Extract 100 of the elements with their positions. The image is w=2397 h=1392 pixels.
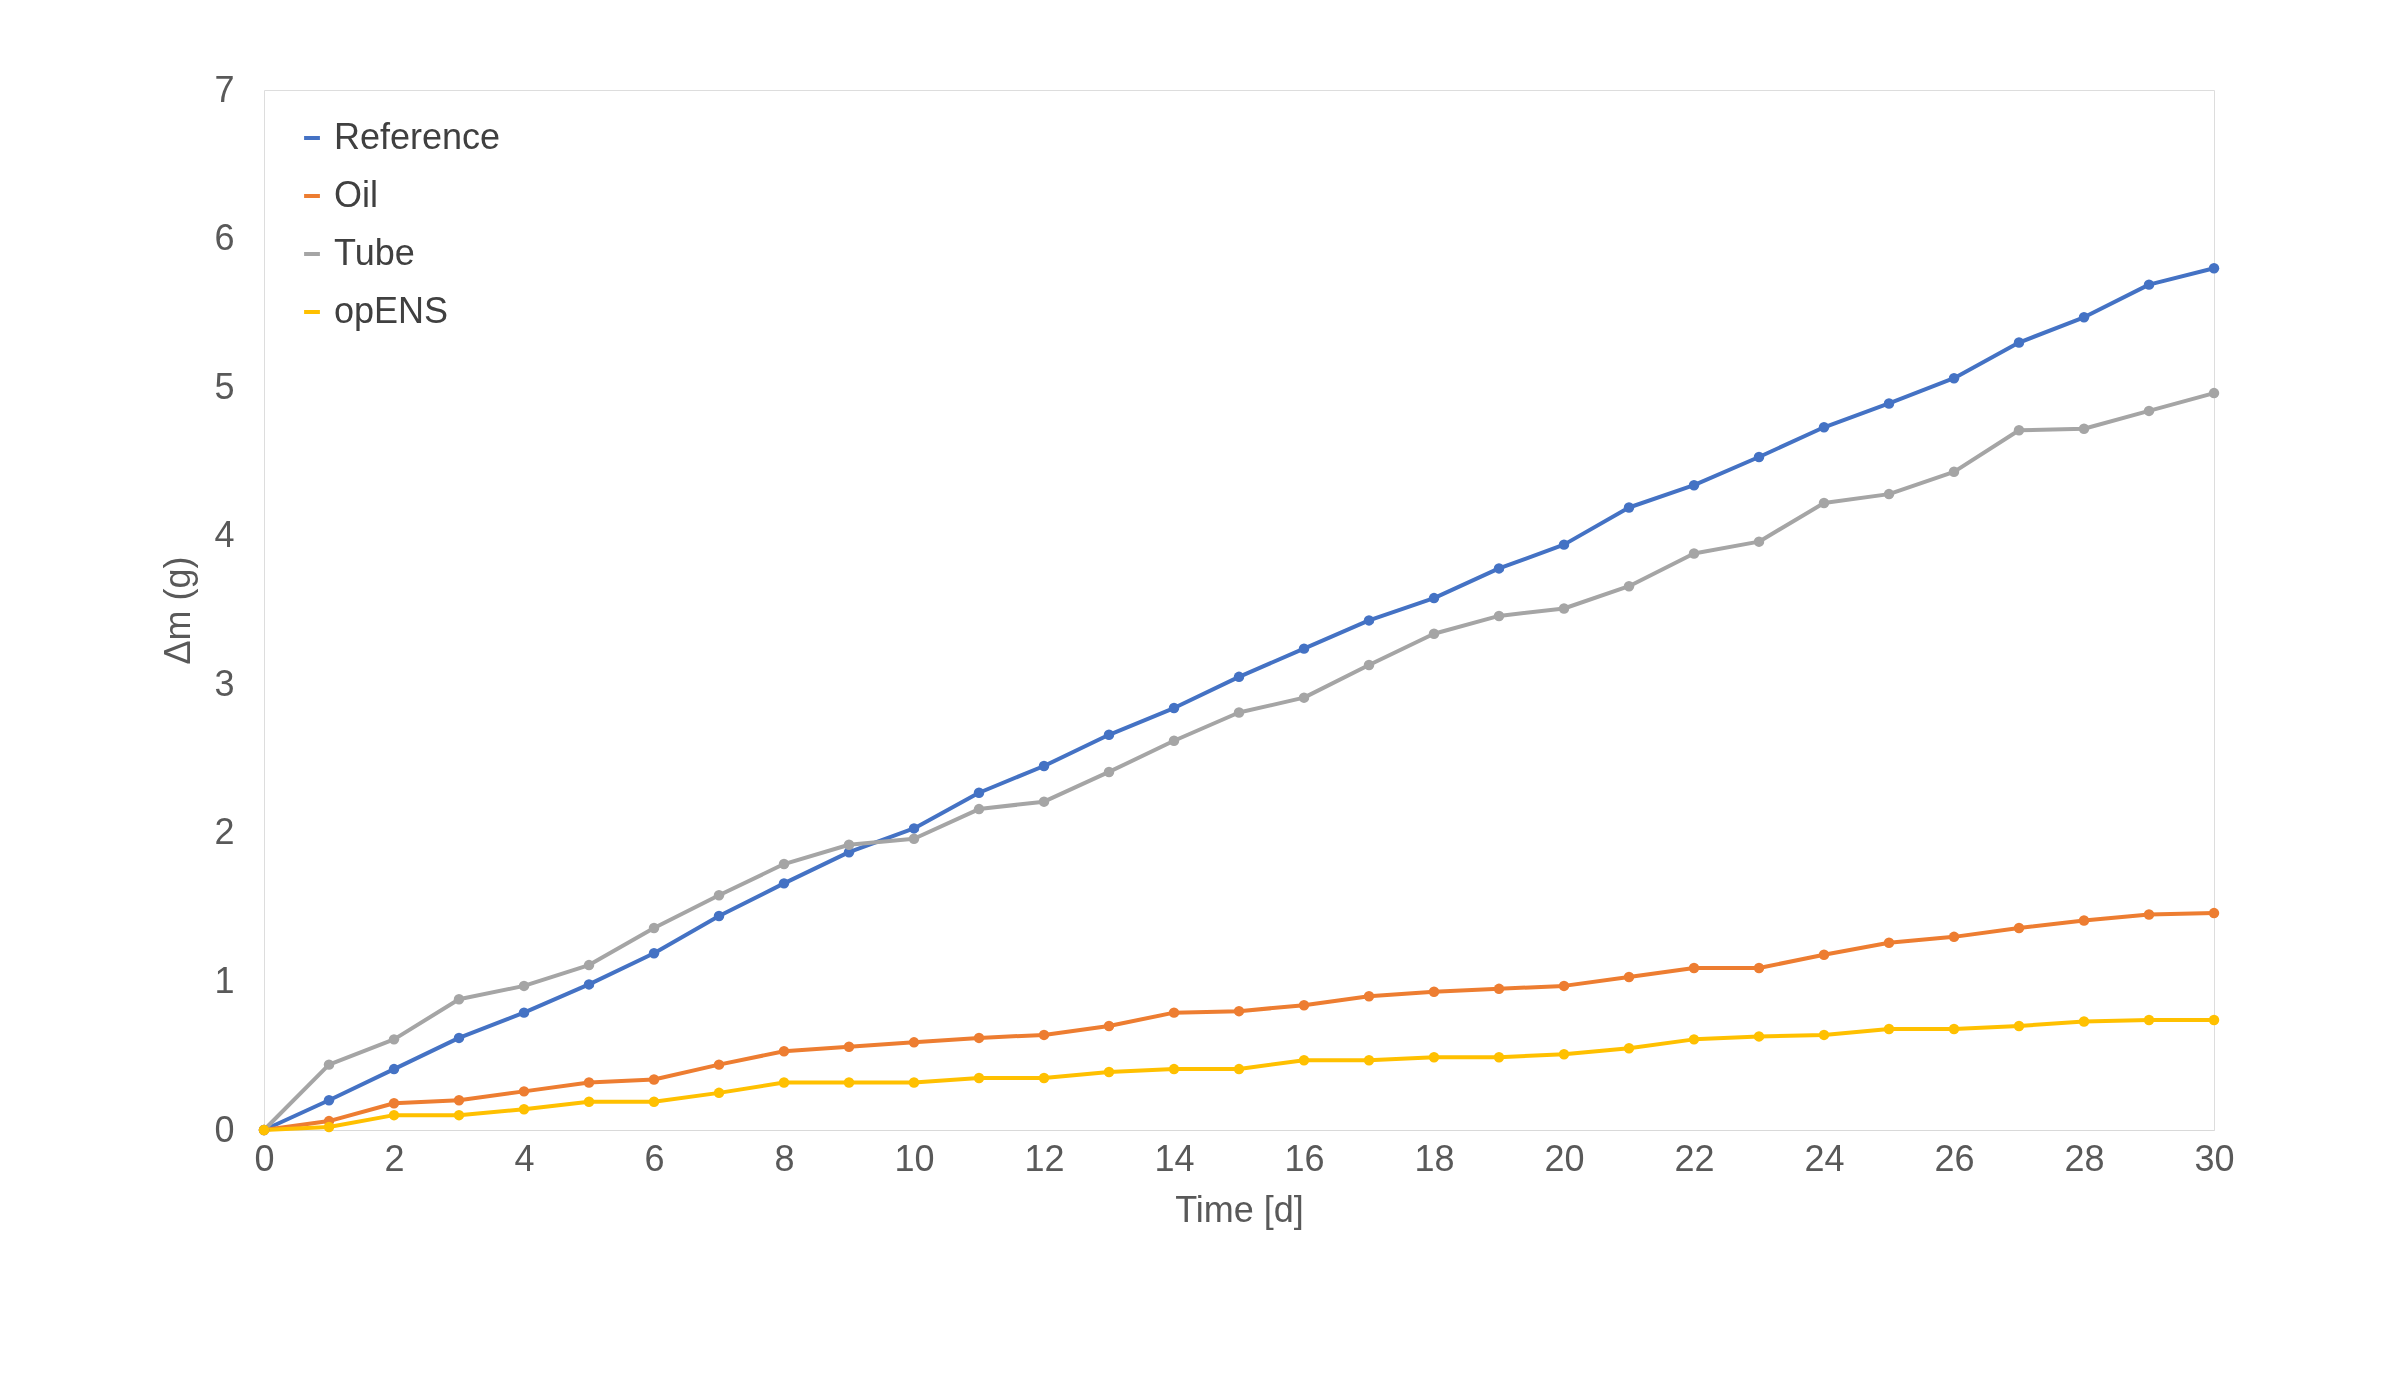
point (2078, 1016, 2090, 1027)
point (323, 1121, 335, 1133)
point (1623, 1043, 1635, 1054)
legend-label: Tube (334, 232, 415, 273)
point (323, 1059, 335, 1070)
point (973, 1032, 985, 1044)
point (1883, 398, 1895, 409)
point (2208, 1014, 2220, 1026)
y-axis-title: Δm (g) (157, 556, 199, 665)
x-tick-label: 6 (644, 1137, 665, 1179)
x-tick-label: 16 (1284, 1137, 1325, 1179)
point (518, 1007, 530, 1018)
legend-label: opENS (334, 290, 449, 331)
point (2013, 337, 2025, 348)
point (2013, 1020, 2025, 1032)
point (1948, 466, 1960, 478)
point (1818, 1029, 1830, 1041)
point (1883, 488, 1895, 500)
x-tick-label: 26 (1934, 1137, 1975, 1179)
x-tick-label: 18 (1414, 1137, 1455, 1179)
x-tick-label: 10 (894, 1137, 935, 1179)
x-tick-label: 14 (1154, 1137, 1195, 1179)
point (1818, 422, 1830, 433)
point (1558, 1048, 1570, 1060)
point (2208, 907, 2220, 919)
point (1233, 707, 1245, 718)
point (1558, 603, 1570, 614)
y-tick-label: 5 (214, 365, 235, 407)
point (1038, 1029, 1050, 1041)
point (1233, 1063, 1245, 1075)
point (1363, 659, 1375, 671)
point (583, 1096, 595, 1108)
point (388, 1109, 400, 1121)
point (1948, 931, 1960, 943)
x-tick-label: 8 (774, 1137, 795, 1179)
point (2143, 405, 2155, 417)
point (908, 833, 920, 845)
point (1948, 1023, 1960, 1035)
point (453, 994, 465, 1005)
point (583, 959, 595, 971)
point (1688, 962, 1700, 974)
point (648, 922, 660, 934)
point (713, 1087, 725, 1099)
point (2143, 279, 2155, 290)
point (388, 1063, 400, 1075)
point (1103, 766, 1115, 778)
point (648, 947, 660, 959)
point (1038, 796, 1050, 807)
x-tick-label: 0 (254, 1137, 275, 1179)
point (1428, 1051, 1440, 1063)
point (1103, 1066, 1115, 1078)
point (778, 1046, 790, 1057)
y-tick-label: 0 (214, 1108, 235, 1150)
point (1168, 1007, 1180, 1018)
y-tick-label: 6 (214, 217, 235, 259)
point (973, 787, 985, 798)
point (1038, 1072, 1050, 1084)
point (2078, 915, 2090, 926)
point (1168, 1063, 1180, 1075)
point (453, 1095, 465, 1106)
point (2208, 263, 2220, 274)
point (2208, 387, 2220, 399)
point (518, 1086, 530, 1097)
y-tick-label: 4 (214, 514, 235, 556)
legend-label: Oil (334, 174, 378, 215)
point (518, 1103, 530, 1115)
y-tick-label: 1 (214, 959, 235, 1001)
point (388, 1098, 400, 1109)
point (1688, 548, 1700, 559)
point (2143, 1014, 2155, 1026)
point (1623, 580, 1635, 592)
point (1753, 536, 1765, 547)
point (1753, 1031, 1765, 1042)
point (1948, 372, 1960, 384)
point (453, 1032, 465, 1044)
point (1428, 628, 1440, 640)
point (1883, 937, 1895, 949)
point (1883, 1023, 1895, 1035)
point (908, 823, 920, 834)
point (1818, 949, 1830, 960)
point (583, 1077, 595, 1088)
point (1623, 971, 1635, 983)
point (1688, 1034, 1700, 1045)
point (1298, 1054, 1310, 1066)
point (1428, 592, 1440, 604)
y-tick-label: 3 (214, 662, 235, 704)
point (323, 1095, 335, 1106)
point (908, 1077, 920, 1088)
point (778, 1077, 790, 1088)
x-tick-label: 2 (384, 1137, 405, 1179)
point (1363, 615, 1375, 626)
y-tick-label: 2 (214, 811, 235, 853)
x-tick-label: 28 (2064, 1137, 2105, 1179)
point (1103, 729, 1115, 741)
point (1688, 479, 1700, 491)
point (648, 1096, 660, 1108)
x-tick-label: 20 (1544, 1137, 1585, 1179)
point (1818, 497, 1830, 509)
point (1298, 692, 1310, 703)
point (453, 1109, 465, 1121)
